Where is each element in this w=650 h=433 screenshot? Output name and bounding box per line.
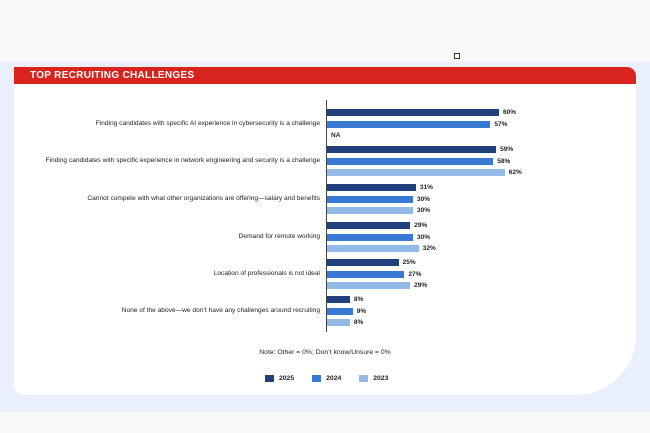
bar-2024 [327, 270, 405, 278]
resize-handle-icon[interactable] [454, 53, 460, 59]
bar-value-label: 30% [417, 195, 431, 203]
category-label: Demand for remote working [238, 233, 320, 241]
bar-2025 [327, 109, 499, 116]
top-strip [0, 0, 650, 60]
bar-value-label: 9% [356, 307, 367, 315]
legend-label-2024: 2024 [326, 374, 342, 382]
bar-value-label: 30% [417, 233, 431, 241]
bar-value-label: 29% [414, 282, 428, 290]
bar-2024 [327, 233, 413, 241]
bar-2025 [327, 146, 497, 153]
bar-value-label: 60% [503, 109, 517, 116]
chart-card [14, 67, 636, 395]
bar-value-label: 30% [417, 207, 431, 215]
bar-2024 [327, 120, 491, 128]
y-axis-line [326, 100, 327, 332]
legend-item-2023: 2023 [359, 373, 388, 383]
bar-2024 [327, 157, 494, 165]
bar-value-label: 62% [508, 169, 522, 177]
bar-2023 [327, 169, 505, 177]
legend-item-2025: 2025 [265, 373, 294, 383]
bar-value-label: 25% [402, 259, 416, 266]
bar-value-label: 32% [422, 245, 436, 253]
legend-swatch-2023 [359, 374, 369, 382]
chart-note: Note: Other = 0%; Don’t know/Unsure = 0% [259, 349, 391, 356]
bar-2025 [327, 184, 416, 191]
category-label: Cannot compete with what other organizat… [87, 195, 320, 203]
legend-swatch-2024 [312, 374, 322, 382]
bar-2023 [327, 245, 419, 253]
bar-2025 [327, 296, 350, 303]
bar-value-label: 27% [408, 270, 422, 278]
bar-2024 [327, 195, 413, 203]
legend-swatch-2025 [265, 374, 274, 382]
bar-2025 [327, 259, 399, 266]
legend-label-2025: 2025 [279, 374, 295, 382]
missing-value-label: NA [331, 132, 341, 140]
bar-value-label: 59% [500, 146, 514, 153]
bar-2023 [327, 282, 411, 290]
chart-title-banner: TOP RECRUITING CHALLENGES [14, 67, 636, 84]
bar-2023 [327, 319, 350, 327]
bar-2023 [327, 207, 413, 215]
category-label: Finding candidates with specific experie… [45, 157, 320, 165]
bar-value-label: 58% [497, 157, 511, 165]
legend-label-2023: 2023 [373, 374, 389, 382]
category-label: Location of professionals is not ideal [213, 270, 320, 278]
bar-2025 [327, 222, 411, 229]
bar-value-label: 8% [353, 296, 364, 303]
bar-value-label: 8% [353, 319, 364, 327]
category-label: Finding candidates with specific AI expe… [95, 120, 320, 128]
bar-2024 [327, 307, 353, 315]
legend-item-2024: 2024 [312, 373, 341, 383]
bar-value-label: 57% [494, 120, 508, 128]
bar-value-label: 31% [419, 184, 433, 191]
bar-value-label: 29% [414, 222, 428, 229]
legend: 2025 2024 2023 [265, 373, 388, 383]
category-label: None of the above—we don’t have any chal… [121, 307, 320, 315]
